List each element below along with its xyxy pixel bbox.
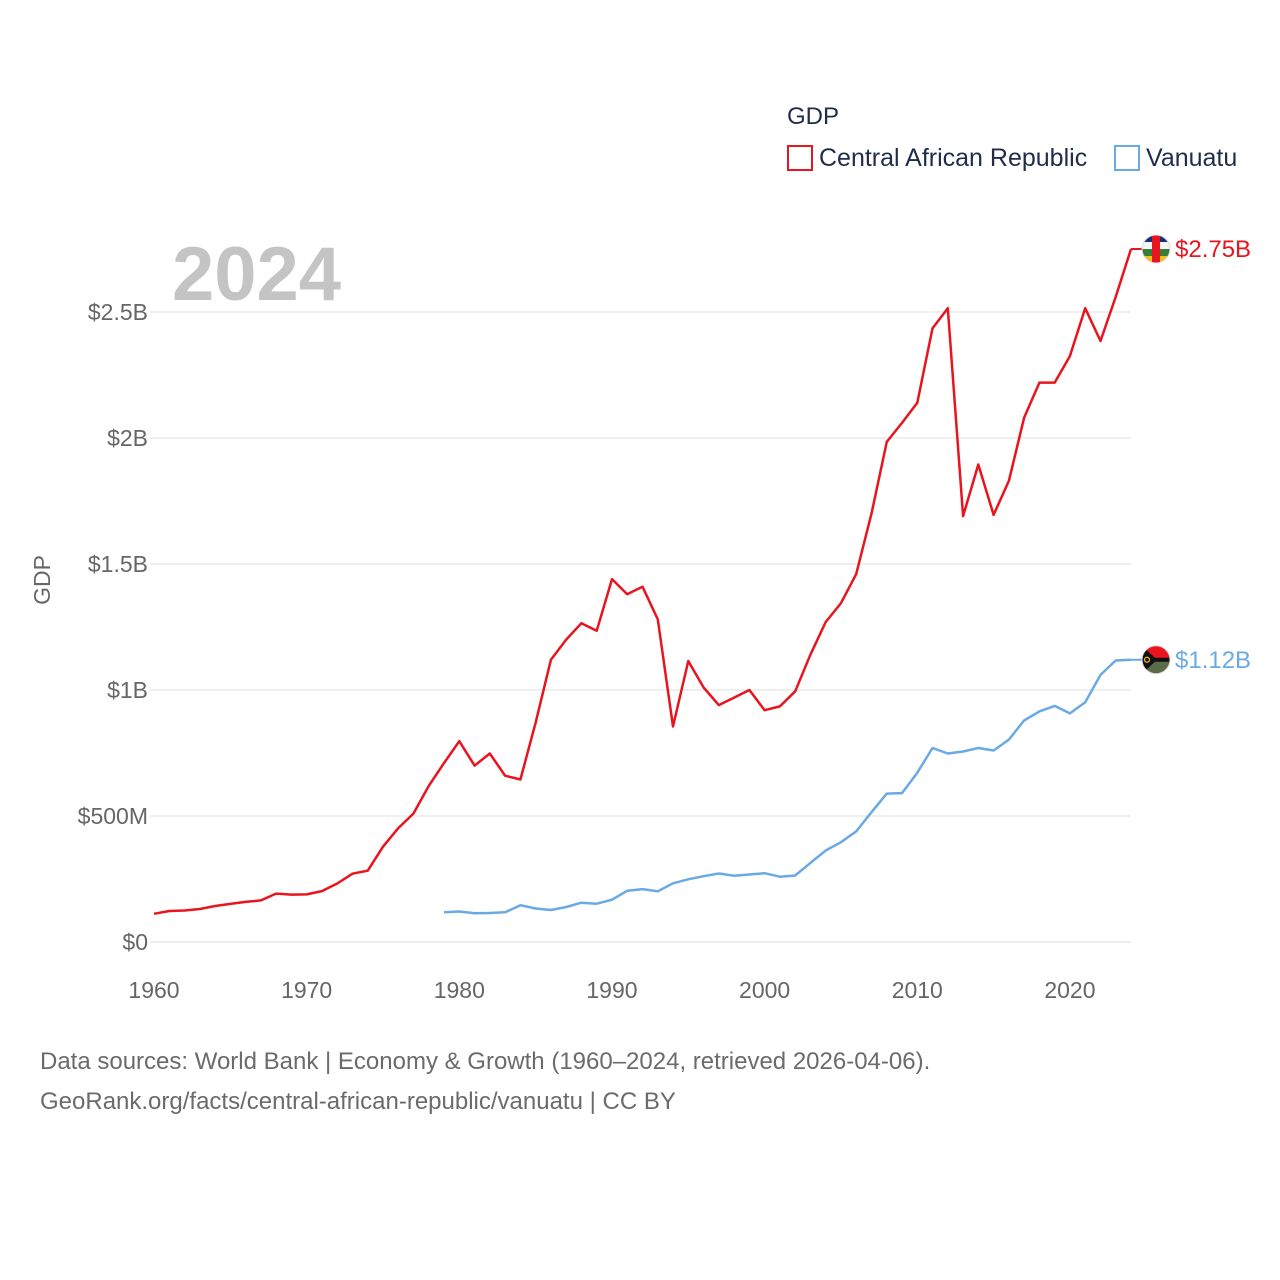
y-tick-label: $500M (78, 803, 148, 829)
central-african-republic-flag-icon (1141, 234, 1171, 264)
legend-item-central-african-republic[interactable]: Central African Republic (787, 144, 1087, 172)
legend: GDP Central African Republic Vanuatu (787, 103, 1237, 172)
y-tick-label: $1.5B (88, 551, 148, 577)
y-tick-label: $1B (107, 677, 148, 703)
end-markers: $2.75B $1.12B (1131, 234, 1251, 675)
end-value-label: $1.12B (1175, 647, 1251, 674)
vanuatu-flag-icon (1141, 645, 1171, 675)
data-sources-note: Data sources: World Bank | Economy & Gro… (40, 1042, 1240, 1122)
legend-swatch-central-african-republic (787, 145, 813, 171)
series-line-central-african-republic (153, 248, 1133, 916)
y-axis-ticks: $0 $500M $1B $1.5B $2B $2.5B (78, 299, 148, 955)
x-tick-label: 2000 (739, 977, 790, 1003)
series-line-vanuatu (443, 658, 1132, 915)
y-axis-title: GDP (29, 555, 55, 605)
y-tick-label: $0 (122, 929, 148, 955)
x-tick-label: 2010 (892, 977, 943, 1003)
end-value-label: $2.75B (1175, 236, 1251, 263)
x-axis-ticks: 1960 1970 1980 1990 2000 2010 2020 (128, 977, 1095, 1003)
source-line-2: GeoRank.org/facts/central-african-republ… (40, 1088, 676, 1115)
legend-label-central-african-republic: Central African Republic (819, 144, 1087, 172)
x-tick-label: 1970 (281, 977, 332, 1003)
legend-swatch-vanuatu (1114, 145, 1140, 171)
y-grid-lines (150, 311, 1131, 943)
source-line-1: Data sources: World Bank | Economy & Gro… (40, 1048, 931, 1075)
y-tick-label: $2.5B (88, 299, 148, 325)
series-lines (153, 248, 1133, 916)
legend-title: GDP (787, 103, 839, 130)
legend-label-vanuatu: Vanuatu (1146, 144, 1237, 172)
y-tick-label: $2B (107, 425, 148, 451)
year-label: 2024 (172, 232, 341, 317)
legend-item-vanuatu[interactable]: Vanuatu (1114, 144, 1237, 172)
x-tick-label: 1990 (586, 977, 637, 1003)
x-tick-label: 1960 (128, 977, 179, 1003)
x-tick-label: 1980 (434, 977, 485, 1003)
x-tick-label: 2020 (1044, 977, 1095, 1003)
